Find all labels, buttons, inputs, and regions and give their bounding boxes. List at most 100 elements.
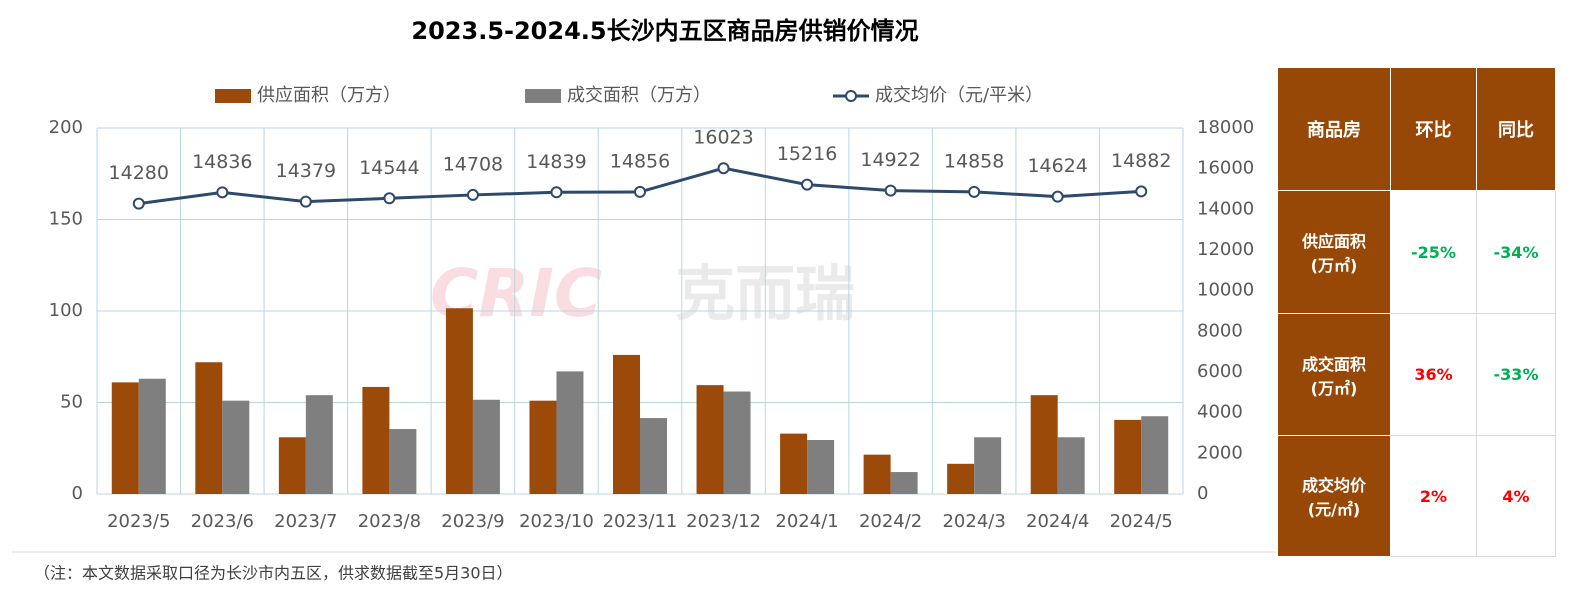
data-label: 14858 <box>944 150 1004 172</box>
row-label-line: (万㎡) <box>1310 256 1358 275</box>
line-point <box>466 188 479 201</box>
bar <box>305 395 333 494</box>
y-tick-label: 200 <box>49 117 83 138</box>
bar <box>556 371 584 494</box>
y2-tick-label: 12000 <box>1197 239 1254 260</box>
data-label: 14379 <box>276 160 336 182</box>
data-label: 14624 <box>1027 155 1087 177</box>
bar <box>1030 395 1058 494</box>
line-point <box>550 186 563 199</box>
table-row: 供应面积 (万㎡) -25% -34% <box>1277 190 1556 314</box>
line-point <box>299 195 312 208</box>
table-cell: 36% <box>1390 313 1477 436</box>
data-label: 14708 <box>443 153 503 175</box>
chart: 2023.5-2024.5长沙内五区商品房供销价情况 （注：本文数据采取口径为长… <box>12 17 1275 583</box>
y-tick-label: 0 <box>72 483 83 504</box>
table-cell: -34% <box>1476 190 1556 314</box>
legend-swatch <box>215 89 251 103</box>
bar <box>613 354 640 494</box>
bar <box>222 400 250 494</box>
y2-tick-label: 10000 <box>1197 280 1254 301</box>
table-cell: 2% <box>1390 435 1477 557</box>
line-point <box>634 185 646 198</box>
y2-tick-label: 6000 <box>1197 361 1243 382</box>
data-label: 14544 <box>359 157 419 179</box>
bar <box>890 472 918 494</box>
row-label-line: 供应面积 <box>1301 232 1366 251</box>
row-label: 成交面积 (万㎡) <box>1277 313 1391 436</box>
bar <box>389 429 417 494</box>
row-label-line: 成交面积 <box>1301 354 1366 374</box>
table-row: 成交面积 (万㎡) 36% -33% <box>1277 313 1556 436</box>
line-point <box>1135 185 1148 198</box>
bar <box>780 433 808 494</box>
table-cell: 4% <box>1476 435 1556 557</box>
bar <box>723 391 751 494</box>
bar <box>362 386 390 494</box>
line-point <box>801 178 814 191</box>
x-tick-label: 2023/7 <box>274 511 337 532</box>
bar <box>138 378 166 494</box>
line-point <box>132 197 145 210</box>
row-label: 供应面积 (万㎡) <box>1277 190 1391 314</box>
bar <box>111 382 139 494</box>
legend-swatch <box>845 90 857 102</box>
data-label: 14882 <box>1111 150 1171 172</box>
y-tick-label: 100 <box>49 300 83 321</box>
bar <box>445 308 473 494</box>
legend-label: 成交均价（元/平米） <box>875 85 1043 106</box>
x-tick-label: 2024/5 <box>1110 511 1173 532</box>
line-point <box>1051 190 1064 203</box>
table-cell: -33% <box>1476 313 1556 436</box>
data-label: 14922 <box>860 149 920 171</box>
bar <box>529 400 557 494</box>
line-point <box>216 186 229 199</box>
x-tick-label: 2024/2 <box>859 511 922 532</box>
bar <box>1141 416 1169 494</box>
x-tick-label: 2023/6 <box>191 511 254 532</box>
bar <box>278 437 306 494</box>
data-label: 14836 <box>192 151 252 173</box>
y2-tick-label: 16000 <box>1197 158 1254 179</box>
bar <box>863 454 891 494</box>
y2-tick-label: 14000 <box>1197 198 1254 219</box>
row-label-line: (万㎡) <box>1310 378 1358 398</box>
bar <box>1057 437 1085 494</box>
table-header: 环比 <box>1390 67 1477 191</box>
table-row: 商品房 环比 同比 <box>1277 67 1556 191</box>
y2-tick-label: 4000 <box>1197 402 1243 423</box>
data-label: 14839 <box>526 151 586 173</box>
line-point <box>383 192 396 205</box>
y2-tick-label: 8000 <box>1197 320 1243 341</box>
data-label: 16023 <box>693 127 753 149</box>
data-label: 14856 <box>610 150 670 172</box>
row-label: 成交均价 (元/㎡) <box>1277 435 1391 557</box>
x-tick-label: 2023/5 <box>107 511 170 532</box>
row-label-line: (元/㎡) <box>1307 500 1361 519</box>
y-tick-label: 50 <box>60 392 83 413</box>
data-label: 15216 <box>777 143 837 165</box>
chart-title: 2023.5-2024.5长沙内五区商品房供销价情况 <box>411 17 918 45</box>
bar <box>947 463 975 494</box>
bar <box>974 437 1002 494</box>
x-tick-label: 2023/9 <box>441 511 504 532</box>
data-label: 14280 <box>109 162 169 184</box>
x-tick-label: 2024/1 <box>775 511 838 532</box>
bar <box>195 362 223 494</box>
y2-tick-label: 2000 <box>1197 442 1243 463</box>
x-tick-label: 2024/3 <box>942 511 1005 532</box>
x-tick-label: 2024/4 <box>1026 511 1089 532</box>
y2-tick-label: 0 <box>1197 483 1208 504</box>
bar <box>1114 419 1142 494</box>
line-point <box>968 185 981 198</box>
table-header: 同比 <box>1476 67 1556 191</box>
x-tick-label: 2023/12 <box>686 511 761 532</box>
y-tick-label: 150 <box>49 209 83 230</box>
x-tick-label: 2023/10 <box>519 511 594 532</box>
line-point <box>717 162 730 175</box>
table-row: 成交均价 (元/㎡) 2% 4% <box>1277 435 1556 557</box>
table-cell: -25% <box>1390 190 1477 314</box>
row-label-line: 成交均价 <box>1301 476 1366 495</box>
bar <box>472 399 500 494</box>
